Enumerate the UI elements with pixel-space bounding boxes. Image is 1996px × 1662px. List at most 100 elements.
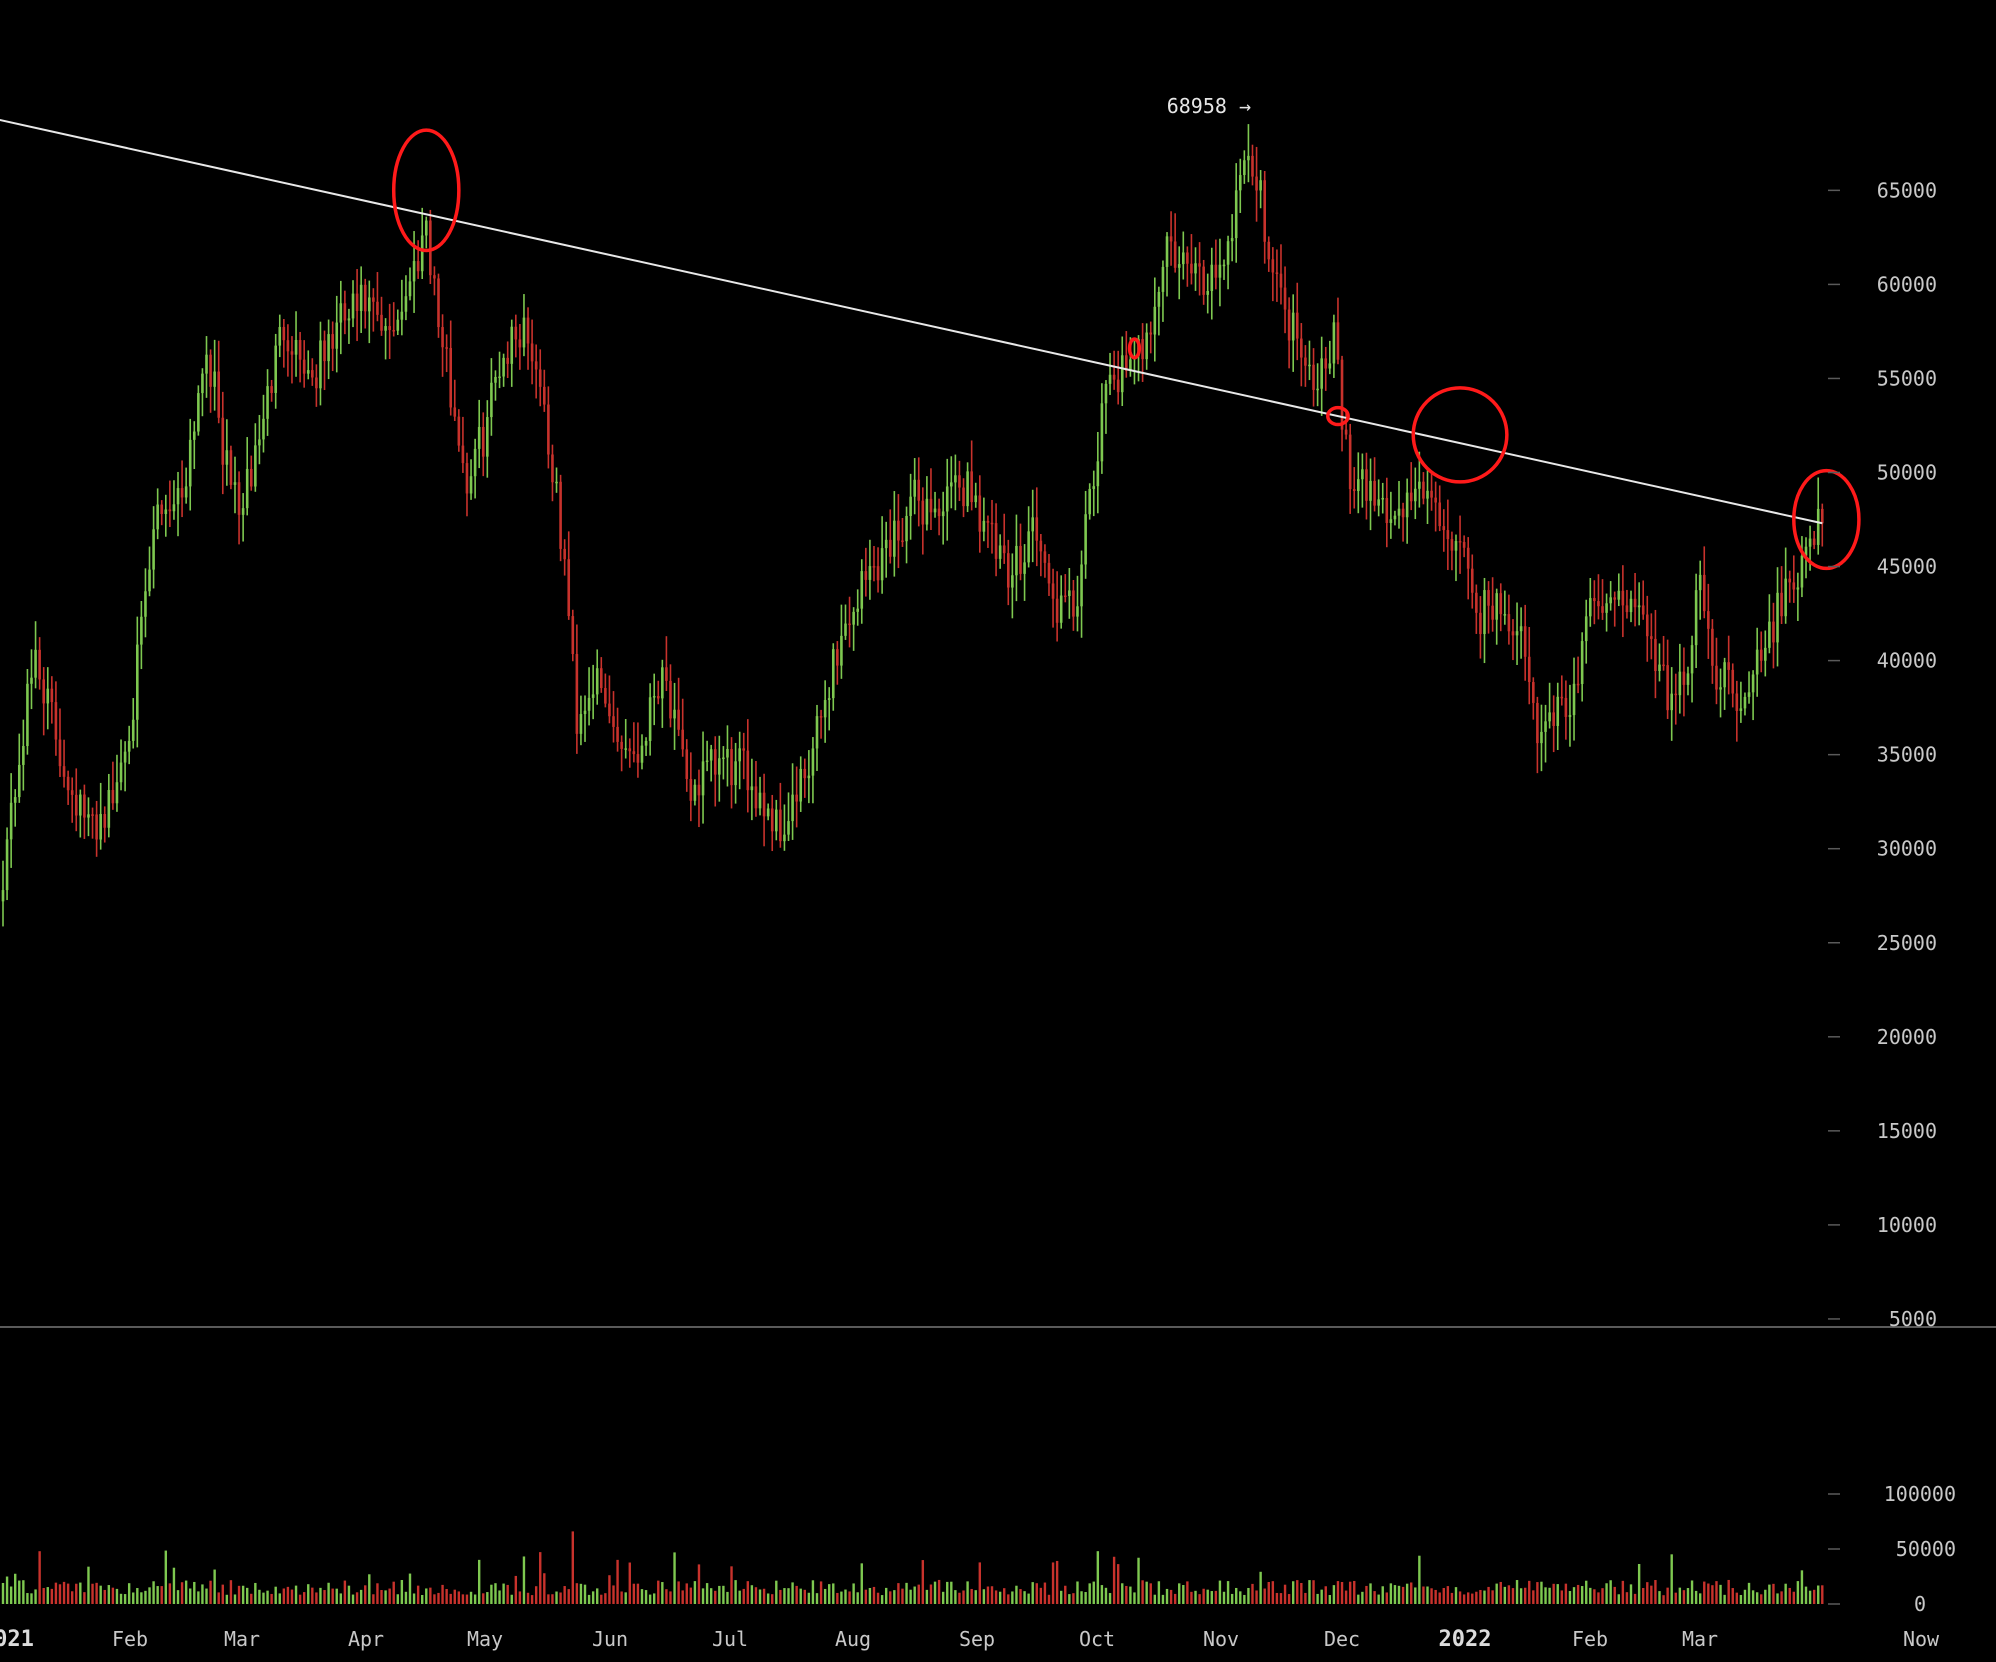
trendline[interactable] bbox=[0, 118, 1823, 525]
volume-bar bbox=[282, 1588, 286, 1604]
candle-body bbox=[1470, 568, 1474, 593]
volume-bar bbox=[612, 1585, 615, 1604]
volume-bar bbox=[522, 1556, 526, 1604]
candle-body bbox=[1080, 564, 1083, 607]
candle-body bbox=[1226, 241, 1230, 265]
volume-bar bbox=[164, 1550, 167, 1604]
candle-body bbox=[1560, 696, 1564, 699]
volume-bar bbox=[26, 1593, 29, 1604]
candle-body bbox=[1031, 517, 1035, 532]
candle-body bbox=[388, 326, 391, 331]
volume-tick-label: 100000 bbox=[1884, 1482, 1956, 1506]
volume-bar bbox=[1650, 1585, 1653, 1604]
volume-bar bbox=[1255, 1590, 1258, 1604]
candle-body bbox=[188, 439, 192, 487]
candle-body bbox=[302, 359, 306, 374]
volume-bar bbox=[429, 1587, 432, 1604]
candle-body bbox=[628, 748, 632, 752]
volume-bar bbox=[42, 1587, 45, 1604]
candle-body bbox=[1210, 264, 1214, 291]
time-tick-label: Oct bbox=[1079, 1627, 1115, 1651]
candle-body bbox=[1666, 665, 1669, 711]
volume-bar bbox=[726, 1591, 729, 1604]
volume-bar bbox=[1519, 1588, 1523, 1604]
candle-body bbox=[534, 361, 538, 370]
candle-body bbox=[1361, 469, 1364, 480]
candle-body bbox=[66, 776, 70, 791]
candle-body bbox=[79, 794, 82, 816]
candle-body bbox=[510, 326, 514, 364]
candle-body bbox=[5, 839, 9, 891]
candle-body bbox=[192, 431, 196, 440]
candle-body bbox=[1125, 355, 1128, 371]
candle-body bbox=[1300, 338, 1303, 358]
volume-bar bbox=[1536, 1582, 1539, 1604]
candle-body bbox=[620, 741, 623, 749]
candle-body bbox=[905, 515, 908, 542]
candle-body bbox=[1324, 358, 1328, 369]
volume-bar bbox=[1503, 1586, 1507, 1604]
volume-bar bbox=[1751, 1590, 1755, 1604]
candle-body bbox=[384, 326, 387, 331]
candle-body bbox=[237, 482, 241, 515]
candle-body bbox=[937, 508, 941, 517]
volume-bar bbox=[1637, 1563, 1641, 1604]
candle-body bbox=[1723, 662, 1726, 688]
volume-bar bbox=[1646, 1582, 1649, 1604]
volume-bar bbox=[1633, 1593, 1637, 1604]
candle-body bbox=[998, 545, 1002, 559]
volume-bar bbox=[270, 1593, 273, 1604]
candle-body bbox=[901, 540, 904, 543]
volume-bar bbox=[620, 1591, 623, 1604]
volume-bar bbox=[1279, 1593, 1283, 1604]
volume-bar bbox=[534, 1586, 538, 1604]
volume-bar bbox=[351, 1594, 355, 1604]
volume-bar bbox=[1776, 1593, 1779, 1604]
volume-bar bbox=[990, 1586, 994, 1604]
candle-body bbox=[1515, 631, 1519, 636]
candle-body bbox=[1161, 266, 1165, 292]
volume-bar bbox=[376, 1583, 379, 1604]
candle-body bbox=[278, 327, 282, 346]
candle-body bbox=[705, 760, 709, 763]
candle-body bbox=[921, 500, 925, 525]
volume-bar bbox=[237, 1585, 241, 1604]
volume-bar bbox=[1275, 1592, 1279, 1604]
candle-body bbox=[1076, 606, 1079, 617]
volume-bar bbox=[457, 1591, 461, 1604]
candle-body bbox=[424, 220, 428, 236]
candle-body bbox=[1316, 388, 1319, 391]
volume-bar bbox=[1580, 1586, 1584, 1604]
candle-body bbox=[1214, 264, 1218, 278]
volume-bar bbox=[832, 1583, 835, 1604]
time-axis: 021 Feb Mar Apr May Jun Jul Aug Sep Oct Nov Dec 2022… bbox=[0, 1627, 1940, 1652]
volume-bar bbox=[38, 1551, 41, 1604]
volume-bar bbox=[530, 1595, 534, 1604]
candle-body bbox=[225, 450, 229, 465]
candle-body bbox=[1393, 515, 1397, 520]
volume-bar bbox=[734, 1580, 737, 1604]
candle-body bbox=[1820, 508, 1824, 524]
candle-body bbox=[1707, 611, 1710, 629]
volume-bar bbox=[1353, 1580, 1356, 1604]
candle-body bbox=[1719, 687, 1722, 690]
volume-bar bbox=[1092, 1581, 1095, 1604]
volume-bar bbox=[1760, 1594, 1763, 1604]
volume-bar bbox=[1784, 1583, 1787, 1604]
candle-body bbox=[1731, 669, 1735, 694]
candle-body bbox=[677, 709, 680, 730]
candle-body bbox=[1186, 252, 1189, 264]
volume-bar bbox=[1348, 1581, 1352, 1604]
volume-bar bbox=[1267, 1582, 1270, 1604]
candle-body bbox=[730, 749, 733, 786]
volume-bar bbox=[1332, 1585, 1336, 1604]
candle-body bbox=[87, 814, 90, 818]
candle-body bbox=[1466, 547, 1470, 569]
candle-body bbox=[1739, 708, 1743, 711]
volume-bar bbox=[62, 1581, 66, 1604]
volume-bar bbox=[1218, 1580, 1222, 1604]
volume-bar bbox=[1235, 1587, 1238, 1604]
candle-body bbox=[282, 327, 286, 341]
volume-bar bbox=[1426, 1586, 1429, 1604]
